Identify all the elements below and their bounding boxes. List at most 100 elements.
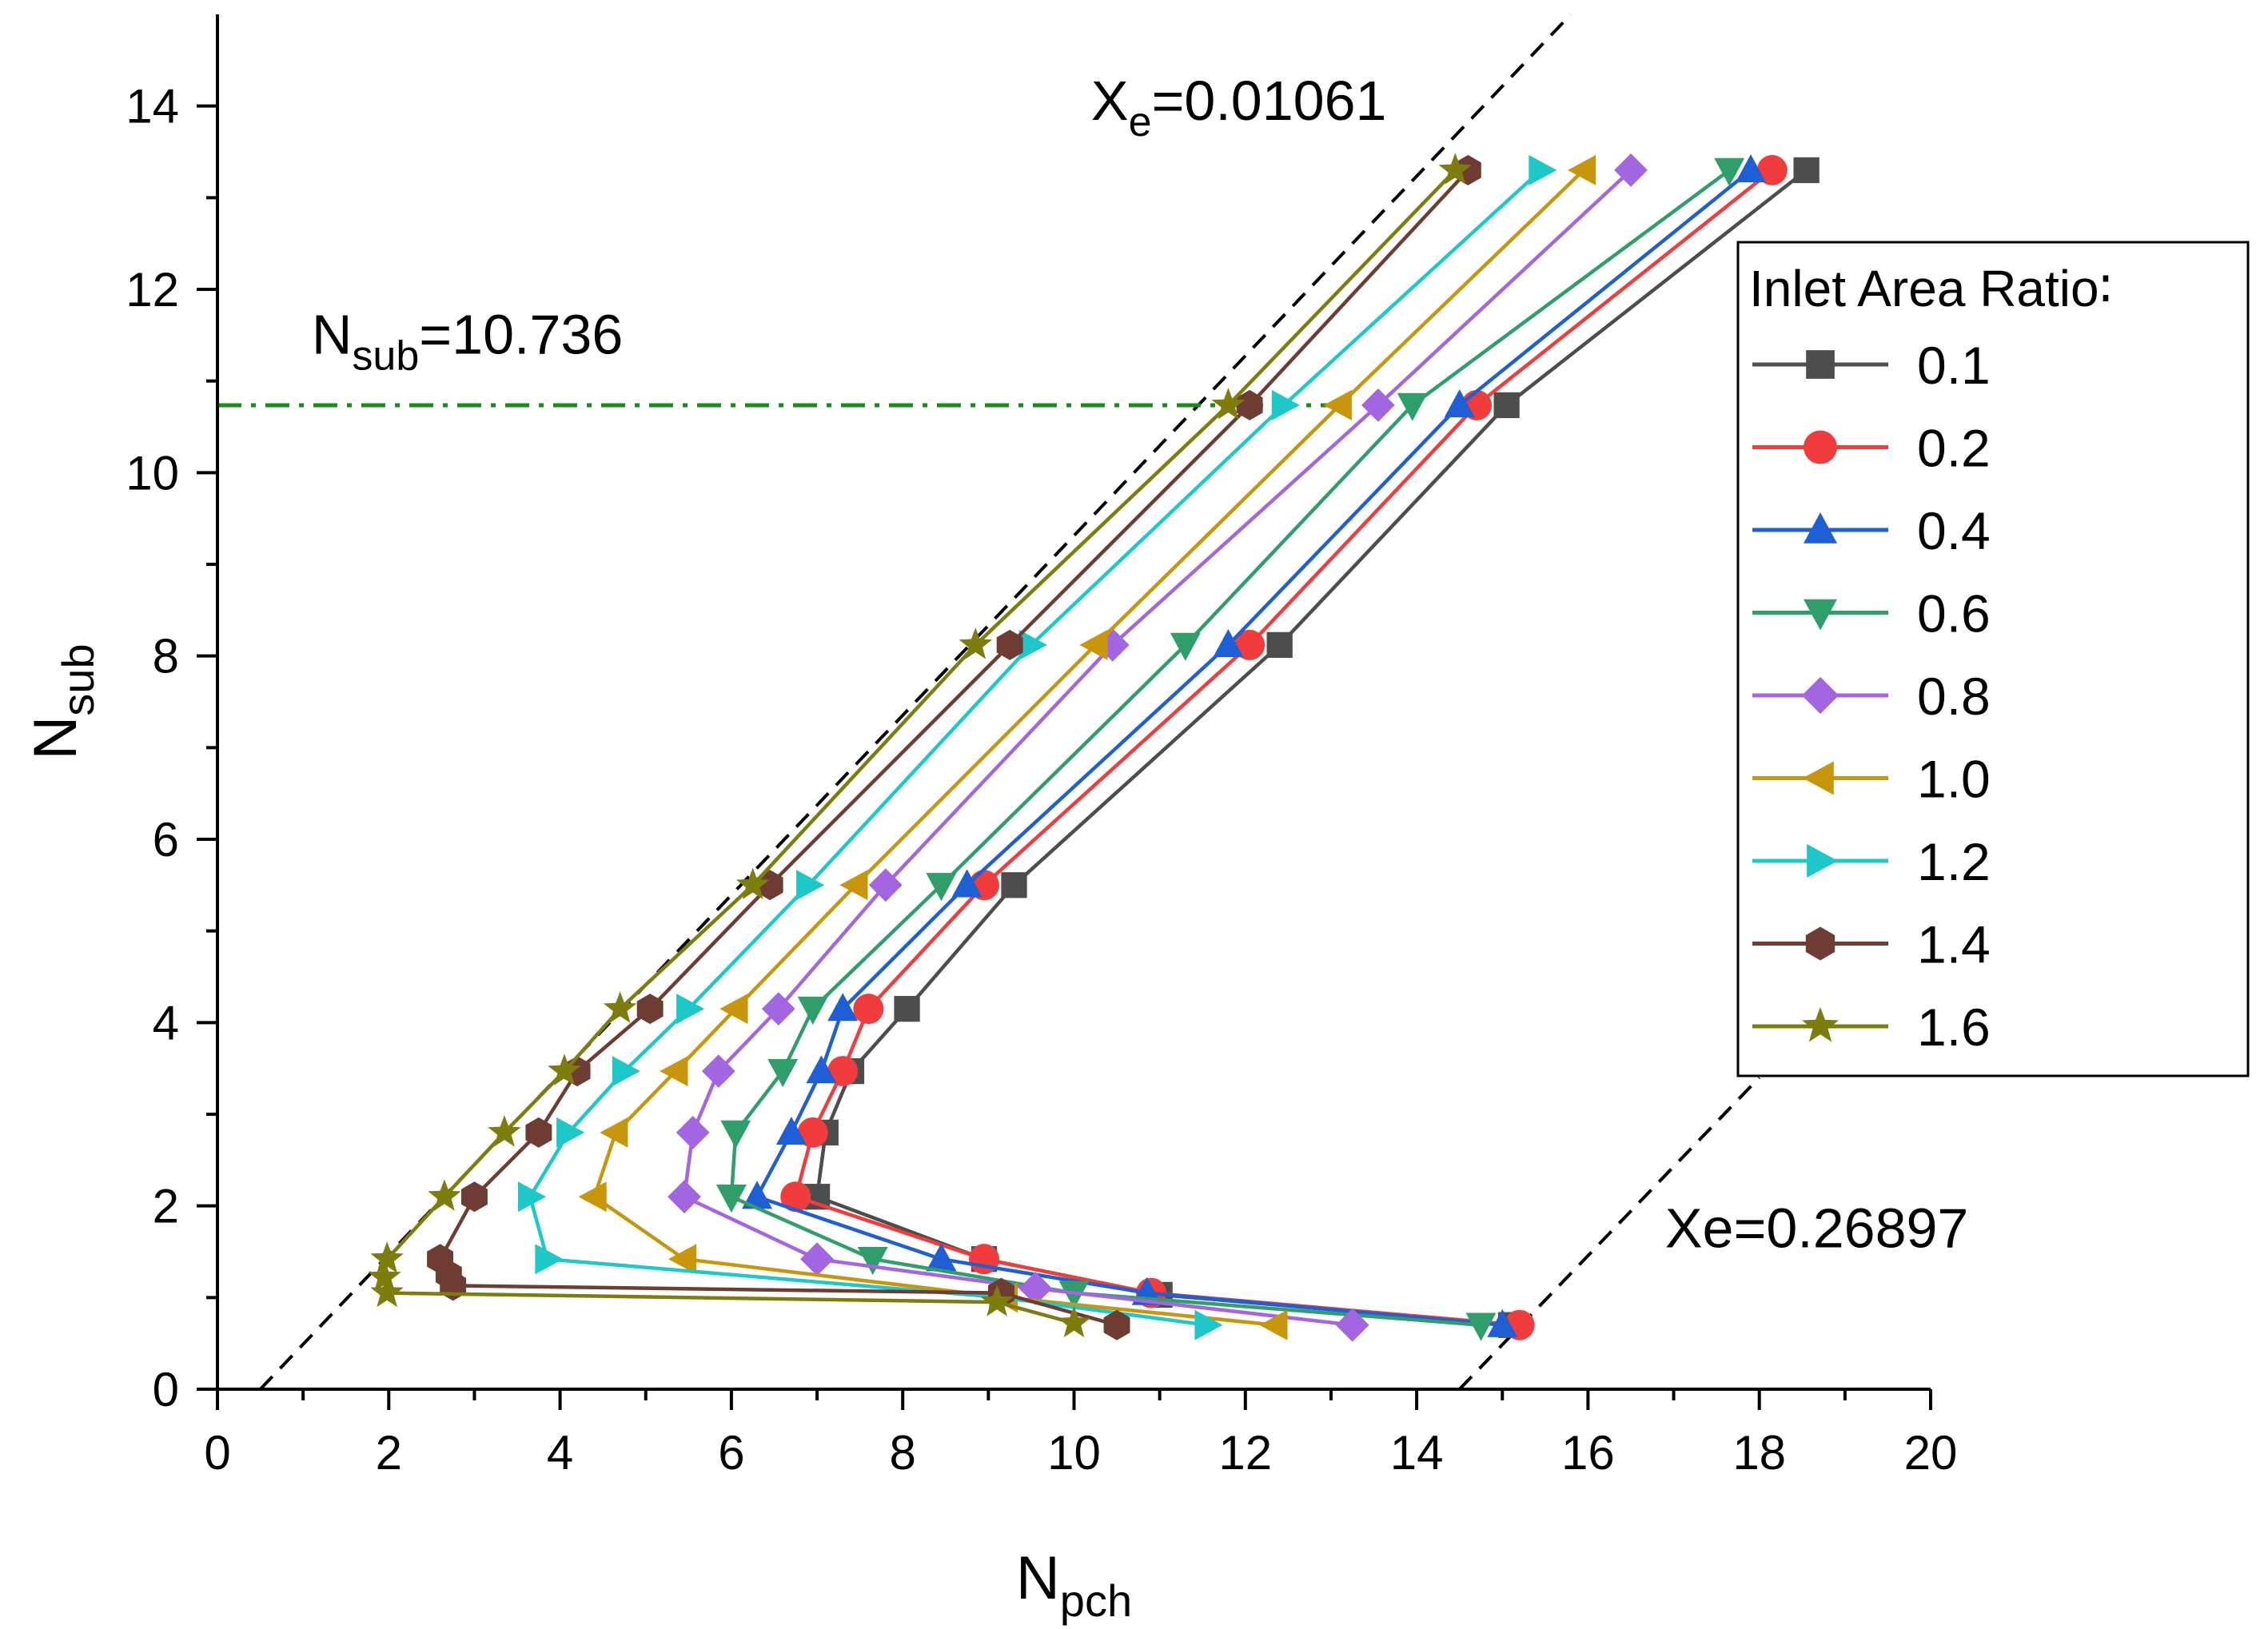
xe-low-annotation-value: =0.01061: [1152, 70, 1387, 132]
nsub-annotation: Nsub=10.736: [312, 303, 623, 379]
data-point-1.4: [1103, 1309, 1130, 1340]
legend: Inlet Area Ratio∶ 0.1 0.2 0.4 0.6 0.8 1.0 1.2 1…: [1736, 241, 2250, 1077]
data-point-0.6: [797, 996, 828, 1026]
y-axis-title-main: N: [22, 716, 90, 760]
data-point-0.1: [1493, 392, 1520, 419]
data-point-0.8: [1361, 388, 1395, 422]
legend-label: 1.6: [1917, 998, 1991, 1057]
legend-marker: [1804, 512, 1837, 544]
legend-marker: [1802, 1006, 1839, 1042]
x-axis-title-main: N: [1016, 1544, 1060, 1612]
data-point-0.4: [926, 1243, 957, 1272]
data-point-1.0: [1259, 1309, 1288, 1340]
data-point-0.6: [715, 1185, 747, 1213]
legend-label: 1.4: [1917, 915, 1991, 974]
y-tick-label: 8: [153, 630, 179, 683]
data-point-0.6: [767, 1058, 799, 1088]
x-tick-label: 4: [547, 1426, 573, 1480]
y-tick-label: 10: [126, 446, 179, 500]
data-point-1.0: [839, 870, 868, 901]
legend-marker: [1806, 350, 1835, 379]
data-point-0.2: [1756, 154, 1788, 185]
data-point-1.6: [368, 1260, 401, 1292]
data-point-1.4: [756, 870, 783, 901]
y-ticks: 0 2 4 6 8 10 12 14: [126, 80, 217, 1416]
data-point-1.4: [996, 629, 1023, 660]
nsub-annotation-value: =10.736: [419, 303, 623, 365]
legend-item-1.0: 1.0: [1752, 750, 1991, 809]
series-layer: [368, 153, 1820, 1342]
data-point-0.6: [1465, 1312, 1497, 1341]
data-point-1.2: [1529, 154, 1557, 185]
x-tick-label: 12: [1218, 1426, 1272, 1480]
data-point-1.6: [1211, 388, 1246, 420]
data-point-1.2: [796, 870, 825, 901]
data-point-1.2: [556, 1117, 585, 1148]
legend-marker: [1807, 844, 1839, 878]
data-point-1.0: [1323, 389, 1352, 420]
legend-label: 0.8: [1917, 667, 1991, 726]
legend-marker: [1802, 761, 1834, 795]
data-point-1.2: [517, 1181, 546, 1213]
data-point-0.1: [1001, 872, 1027, 898]
y-tick-label: 12: [126, 263, 179, 317]
x-tick-label: 8: [890, 1426, 916, 1480]
data-point-0.6: [1714, 157, 1745, 186]
legend-item-0.4: 0.4: [1752, 501, 1991, 560]
data-point-0.8: [868, 868, 903, 902]
data-point-1.4: [636, 994, 664, 1025]
data-point-1.0: [578, 1181, 607, 1213]
data-point-0.6: [857, 1247, 888, 1276]
data-point-0.1: [894, 995, 920, 1022]
data-point-0.2: [827, 1056, 859, 1087]
x-axis-title: Npch: [1016, 1544, 1132, 1626]
data-point-0.2: [1234, 629, 1266, 660]
data-point-1.4: [525, 1117, 552, 1148]
legend-item-0.1: 0.1: [1752, 336, 1991, 395]
data-point-1.0: [668, 1244, 697, 1275]
data-point-0.8: [1614, 153, 1648, 187]
series-0.4: [742, 154, 1766, 1337]
x-tick-label: 6: [718, 1426, 744, 1480]
data-point-1.6: [603, 991, 637, 1023]
data-point-0.8: [800, 1242, 834, 1277]
x-tick-label: 20: [1904, 1426, 1958, 1480]
series-0.8: [668, 153, 1648, 1342]
legend-marker: [1805, 926, 1836, 961]
data-point-1.6: [548, 1053, 581, 1085]
legend-label: 0.2: [1917, 419, 1991, 478]
data-point-1.6: [1057, 1305, 1091, 1338]
data-point-1.0: [1568, 154, 1596, 185]
data-point-0.4: [1213, 629, 1244, 658]
data-point-1.0: [719, 994, 748, 1025]
legend-item-1.4: 1.4: [1752, 915, 1991, 974]
data-point-0.6: [720, 1120, 751, 1149]
x-tick-label: 18: [1732, 1426, 1786, 1480]
data-point-1.2: [535, 1244, 564, 1275]
x-tick-label: 16: [1561, 1426, 1615, 1480]
data-point-1.6: [370, 1241, 404, 1273]
data-point-0.8: [668, 1180, 701, 1214]
x-axis-title-sub: pch: [1060, 1575, 1132, 1626]
series-1.2: [517, 154, 1557, 1340]
legend-label: 0.1: [1917, 336, 1991, 395]
data-point-0.6: [1170, 632, 1201, 661]
data-point-0.8: [701, 1054, 735, 1088]
data-point-0.2: [797, 1117, 828, 1148]
data-point-1.4: [461, 1181, 488, 1213]
y-axis-title-sub: sub: [53, 643, 103, 715]
legend-marker: [1801, 676, 1840, 715]
data-point-0.8: [1018, 1272, 1053, 1305]
data-point-1.4: [1236, 389, 1263, 420]
data-point-0.2: [780, 1181, 811, 1213]
data-point-1.6: [428, 1179, 461, 1211]
data-point-0.4: [806, 1055, 837, 1084]
data-point-0.4: [827, 993, 859, 1022]
xe-low-annotation: Xe=0.01061: [1091, 70, 1387, 145]
data-point-1.6: [735, 867, 770, 899]
legend-item-0.6: 0.6: [1752, 584, 1991, 643]
y-tick-label: 4: [153, 996, 179, 1049]
series-1.6: [368, 153, 1473, 1338]
data-point-0.1: [1266, 631, 1293, 659]
legend-marker: [1804, 599, 1837, 631]
